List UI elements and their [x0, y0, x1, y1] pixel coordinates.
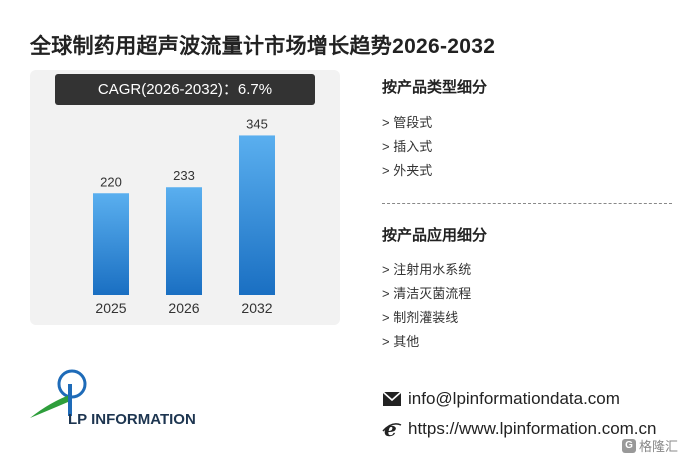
page-title: 全球制药用超声波流量计市场增长趋势2026-2032: [30, 35, 496, 58]
list-item: > 清洁灭菌流程: [382, 286, 472, 301]
email-contact: info@lpinformationdata.com: [382, 389, 620, 409]
x-tick-2026: 2026: [168, 300, 199, 316]
svg-text:e: e: [384, 419, 397, 439]
bar-2026: [166, 187, 202, 295]
list-item: > 插入式: [382, 139, 433, 154]
list-item: > 注射用水系统: [382, 262, 472, 277]
data-label-2025: 220: [100, 174, 122, 189]
type-section-title: 按产品类型细分: [382, 79, 488, 96]
list-item: > 外夹式: [382, 163, 433, 178]
application-list: > 注射用水系统 > 清洁灭菌流程 > 制剂灌装线 > 其他: [382, 258, 471, 354]
list-item: > 其他: [382, 334, 420, 349]
list-item: > 制剂灌装线: [382, 310, 459, 325]
type-list: > 管段式 > 插入式 > 外夹式: [382, 111, 432, 183]
envelope-icon: [382, 389, 402, 409]
browser-e-icon: e: [382, 417, 402, 441]
bar-2032: [239, 135, 275, 295]
badge-text: 格隆汇: [639, 439, 679, 454]
data-label-2032: 345: [246, 116, 268, 131]
website-link[interactable]: https://www.lpinformation.com.cn: [408, 419, 657, 438]
website-contact: e https://www.lpinformation.com.cn: [382, 417, 657, 441]
application-section-title: 按产品应用细分: [382, 227, 488, 244]
g-logo-icon: G: [622, 438, 636, 453]
source-badge: G 格隆汇: [622, 436, 678, 455]
section-divider: [382, 203, 672, 204]
data-label-2026: 233: [173, 168, 195, 183]
x-tick-2032: 2032: [241, 300, 272, 316]
bar-chart: 220 2025 233 2026 345 2032: [93, 116, 275, 316]
x-tick-2025: 2025: [95, 300, 126, 316]
logo-text: LP INFORMATION: [68, 411, 196, 428]
email-link[interactable]: info@lpinformationdata.com: [408, 389, 620, 408]
cagr-banner: CAGR(2026-2032)：6.7%: [55, 74, 315, 105]
list-item: > 管段式: [382, 115, 433, 130]
lp-information-logo: LP INFORMATION: [30, 369, 196, 428]
bar-2025: [93, 193, 129, 295]
